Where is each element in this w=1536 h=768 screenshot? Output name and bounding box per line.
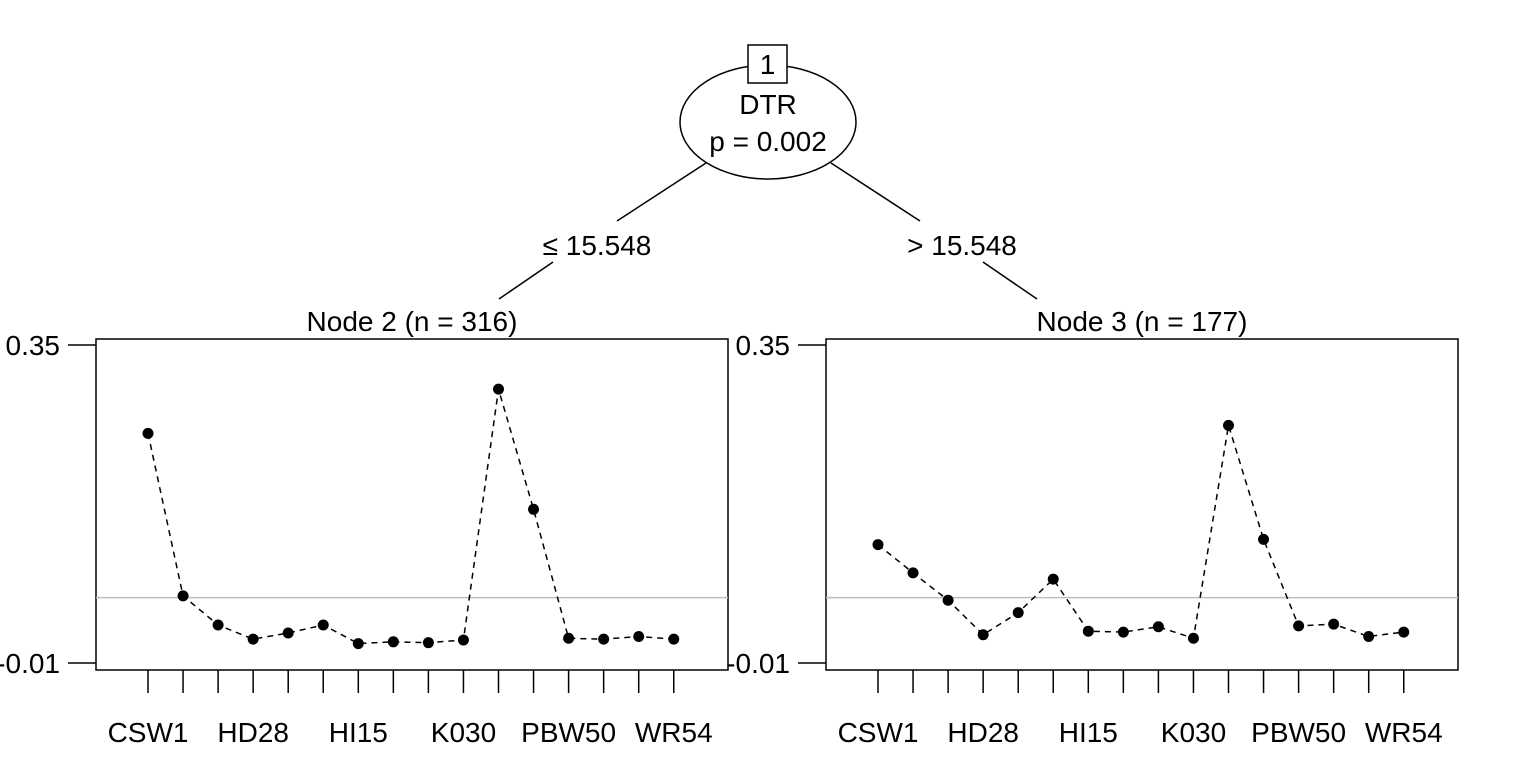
x-tick-label: K030 (431, 717, 496, 748)
terminal-node-3-panel: Node 3 (n = 177) 0.35 -0.01 CSW1 HD28 HI15 K03… (726, 306, 1459, 748)
data-point (1187, 632, 1199, 644)
y-tick-label-bottom: -0.01 (0, 648, 60, 679)
data-point (317, 619, 329, 631)
y-tick-label-top: 0.35 (736, 330, 791, 361)
y-tick-label-bottom: -0.01 (726, 648, 790, 679)
x-tick-label: CSW1 (108, 717, 189, 748)
panel-title: Node 3 (n = 177) (1037, 306, 1248, 337)
data-point (598, 633, 610, 645)
terminal-node-2-panel: Node 2 (n = 316) 0.35 -0.01 CSW1 HD28 HI15 K03… (0, 306, 729, 748)
split-label-left: ≤ 15.548 (543, 230, 652, 261)
root-node-p-value: p = 0.002 (709, 126, 827, 157)
x-tick-label: HI15 (1059, 717, 1118, 748)
data-point (177, 590, 189, 602)
x-tick-label: HI15 (329, 717, 388, 748)
data-point (563, 632, 575, 644)
y-tick-label-top: 0.35 (6, 330, 61, 361)
data-point (872, 539, 884, 551)
edge-right-lower (982, 261, 1038, 300)
edge-right-upper (830, 162, 921, 222)
edge-left-lower (498, 261, 554, 300)
x-tick-label: HD28 (217, 717, 289, 748)
data-point (1152, 621, 1164, 633)
data-point (352, 638, 364, 650)
data-point (1223, 419, 1234, 431)
edge-left-upper (616, 162, 707, 222)
x-tick-label: PBW50 (1251, 717, 1346, 748)
root-node-id: 1 (760, 49, 776, 80)
data-point (633, 631, 645, 642)
data-point (1082, 625, 1094, 637)
x-tick-label: PBW50 (521, 717, 616, 748)
split-label-right: > 15.548 (907, 230, 1017, 261)
root-node-id-box (747, 44, 788, 84)
panel-title: Node 2 (n = 316) (307, 306, 518, 337)
data-point (907, 567, 919, 579)
x-tick-label: K030 (1161, 717, 1226, 748)
x-tick-label: WR54 (635, 717, 713, 748)
data-point (528, 503, 540, 515)
data-point (1363, 631, 1375, 642)
data-point (1012, 607, 1024, 619)
data-point (1398, 626, 1410, 638)
data-point (422, 637, 434, 649)
data-point (493, 383, 504, 395)
data-point (942, 594, 954, 606)
data-point (387, 636, 399, 648)
data-point (457, 634, 469, 646)
x-tick-label: WR54 (1365, 717, 1443, 748)
series-line (877, 425, 1404, 640)
x-tick-label: CSW1 (838, 717, 919, 748)
data-point (1258, 533, 1270, 545)
data-point (1047, 573, 1059, 585)
data-point (977, 629, 989, 641)
series-line (147, 388, 674, 645)
data-point (1328, 618, 1340, 630)
data-point (668, 633, 680, 645)
data-point (1293, 620, 1305, 632)
data-point (142, 427, 154, 439)
plot-frame (825, 338, 1459, 671)
data-point (1117, 626, 1129, 638)
plot-frame (95, 338, 729, 671)
root-node-variable: DTR (739, 89, 797, 120)
data-point (212, 619, 224, 631)
x-tick-label: HD28 (947, 717, 1019, 748)
data-point (247, 633, 259, 645)
data-point (282, 627, 294, 639)
